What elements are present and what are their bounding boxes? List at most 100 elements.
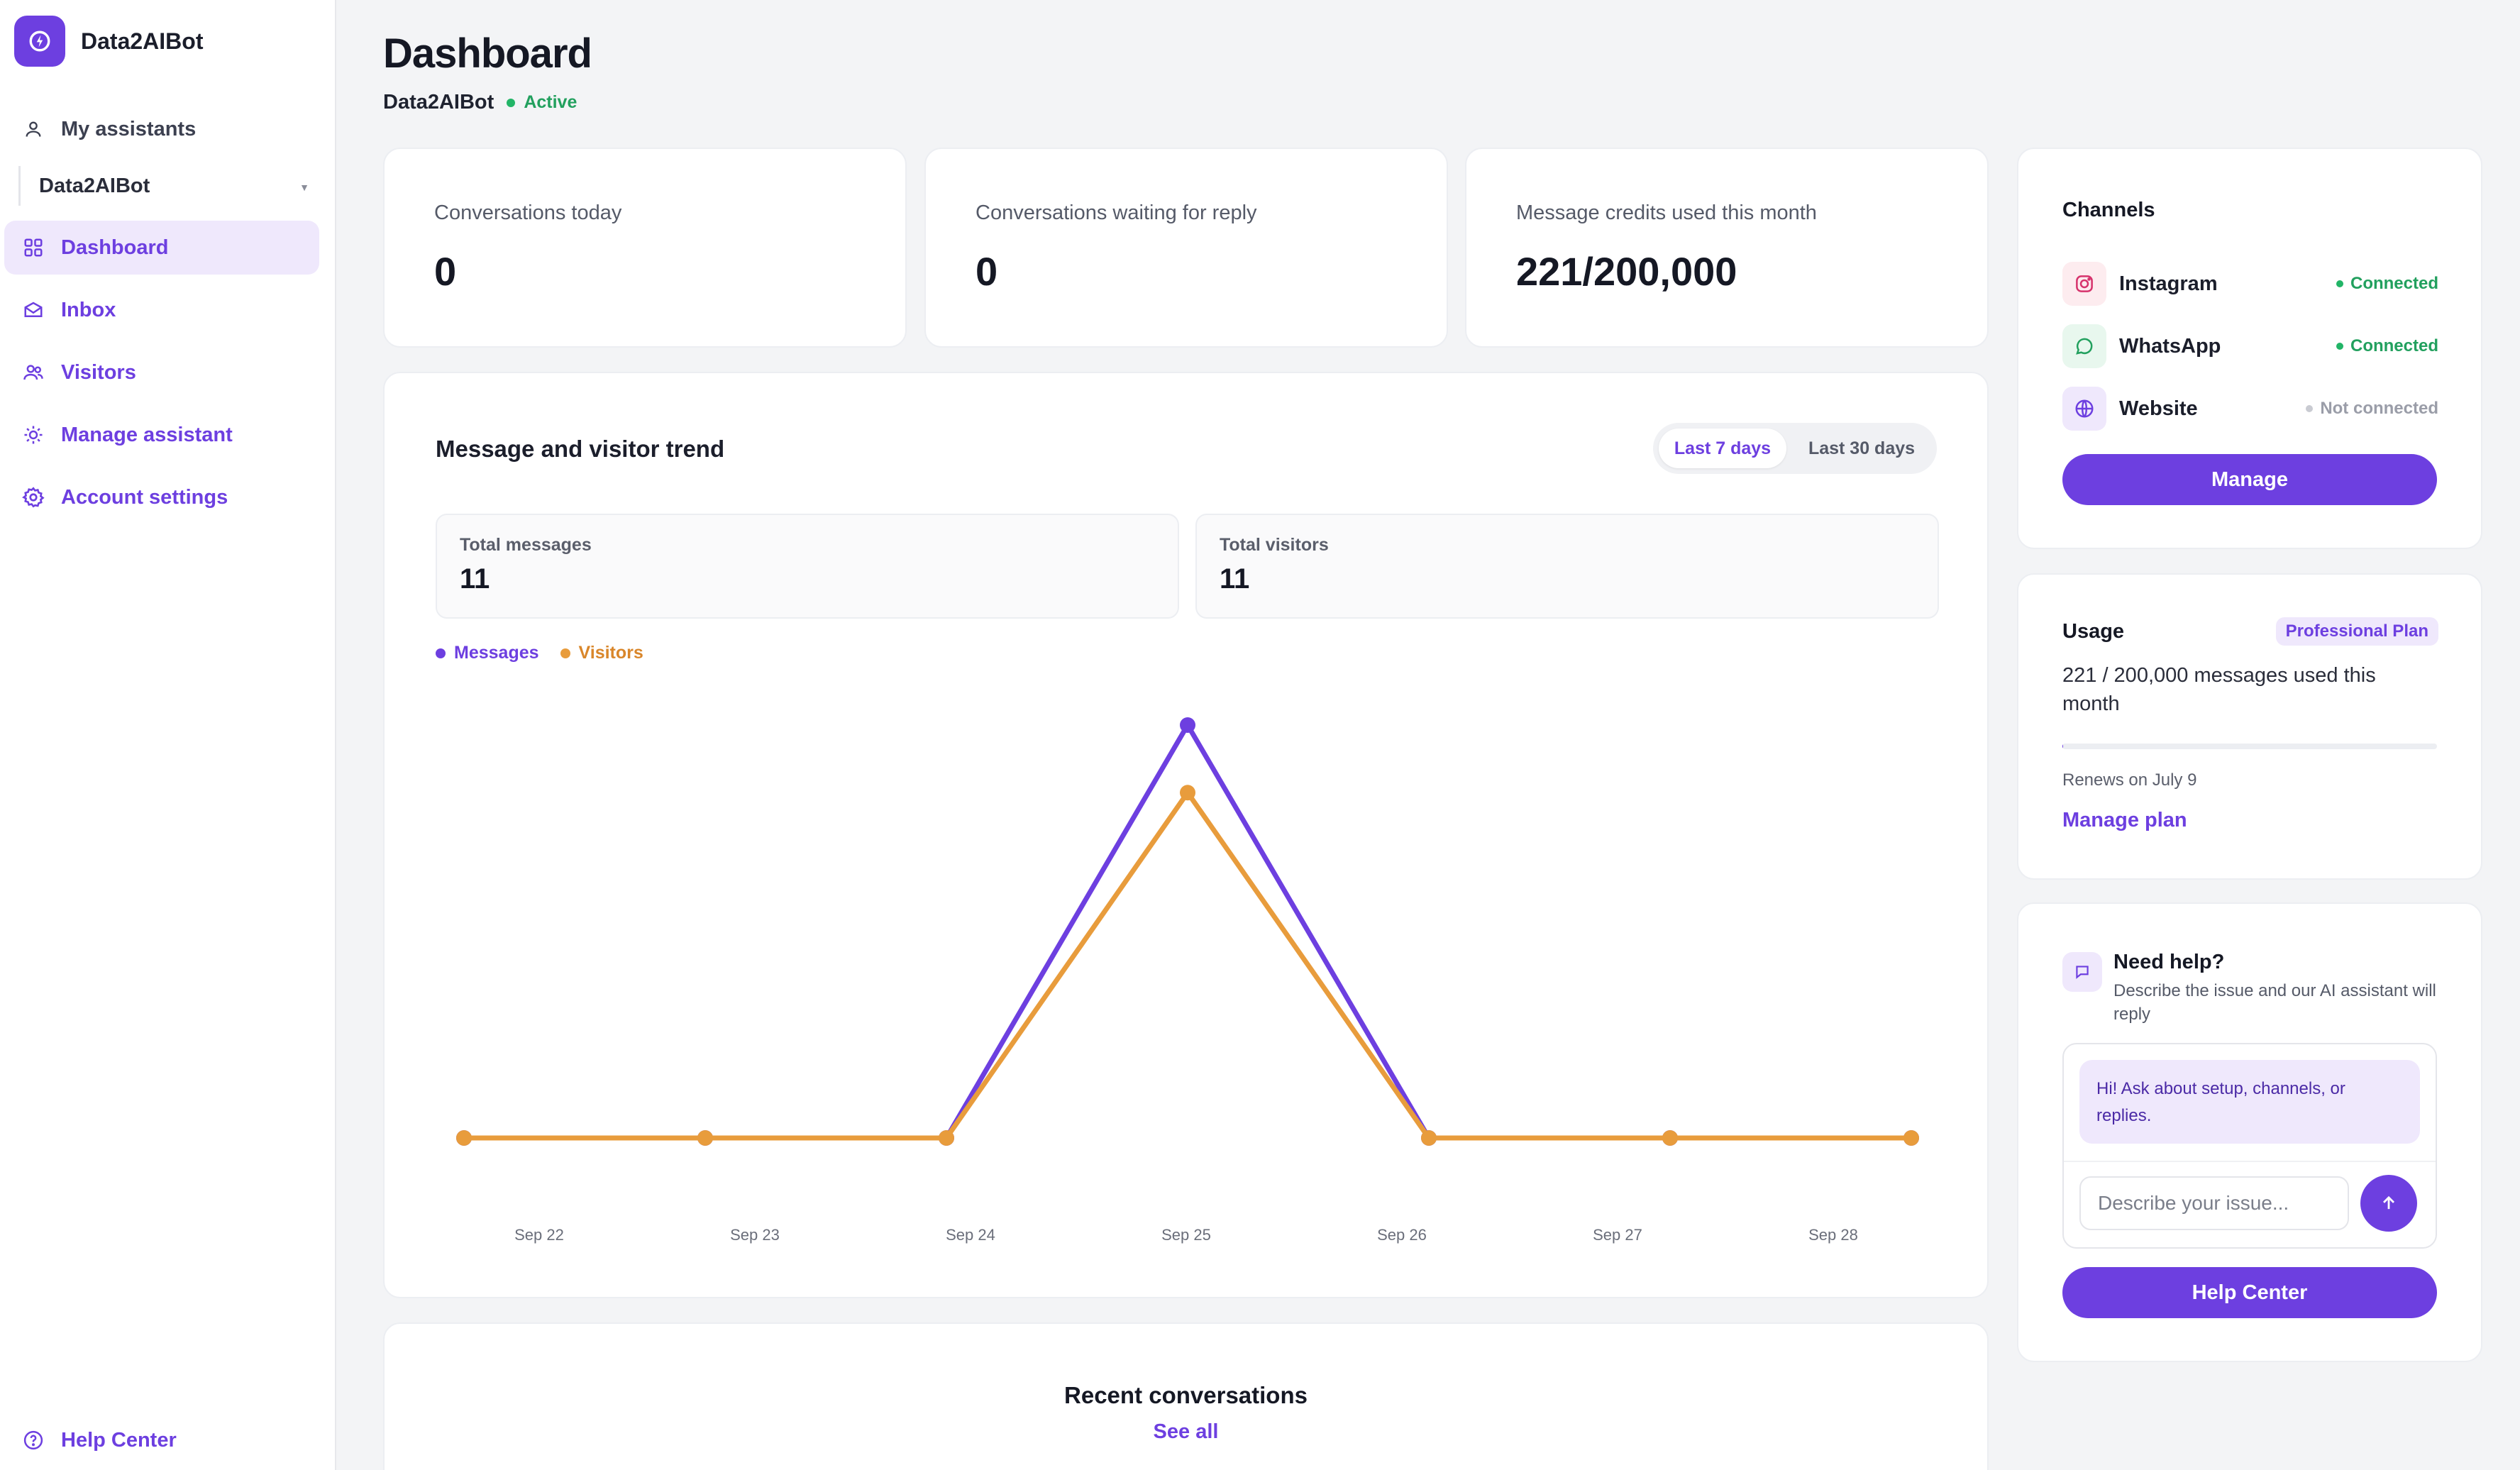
globe-icon [2062,387,2106,431]
sun-icon [21,423,45,447]
usage-text: 221 / 200,000 messages used this month [2062,664,2376,715]
whatsapp-icon [2062,324,2106,368]
usage-progress-bar [2062,744,2437,749]
help-description: Describe the issue and our AI assistant … [2113,981,2436,1024]
stat-value: 0 [434,249,457,294]
x-tick-label: Sep 25 [1161,1226,1211,1244]
assistant-select[interactable]: Data2AIBot ▼ [18,166,319,206]
channels-card: Channels Instagram Connected WhatsApp Co… [2017,148,2482,549]
channels-title: Channels [2062,199,2155,221]
x-tick-label: Sep 27 [1593,1226,1642,1244]
stat-value: 0 [976,249,998,294]
data-point-visitors[interactable] [1662,1130,1678,1146]
legend-item-messages: Messages [436,643,539,663]
stat-label: Message credits used this month [1516,201,1817,224]
data-point-visitors[interactable] [456,1130,472,1146]
gear-icon [21,485,45,509]
inbox-icon [21,298,45,322]
sidebar-item-inbox[interactable]: Inbox [4,283,319,337]
instagram-icon [2062,262,2106,306]
channel-name: Website [2119,397,2198,420]
brand-name: Data2AIBot [81,28,204,54]
total-label: Total visitors [1220,535,1329,555]
grid-icon [21,236,45,260]
total-label: Total messages [460,535,592,555]
recent-title: Recent conversations [1064,1382,1308,1408]
channel-status-text: Connected [2350,274,2438,293]
bolt-logo-icon [14,16,65,67]
sidebar-item-label: Help Center [61,1428,177,1452]
trend-card: Message and visitor trend Last 7 days La… [383,372,1989,1298]
channel-status-text: Connected [2350,336,2438,355]
caret-down-icon: ▼ [299,182,309,193]
channel-status: Connected [2336,336,2438,356]
channel-row-whatsapp[interactable]: WhatsApp Connected [2062,324,2438,369]
stat-value: 221/200,000 [1516,249,1737,294]
manage-plan-link[interactable]: Manage plan [2062,809,2187,831]
data-point-visitors[interactable] [1421,1130,1437,1146]
sidebar-item-account-settings[interactable]: Account settings [4,470,319,524]
data-point-messages[interactable] [1180,717,1195,733]
question-circle-icon [21,1428,45,1452]
sidebar-item-label: Visitors [61,360,136,384]
legend-label: Visitors [578,643,643,663]
status-dot [507,98,516,107]
series-line-visitors [464,790,1911,1141]
user-icon [21,117,45,141]
usage-title: Usage [2062,620,2125,643]
legend-label: Messages [454,643,539,663]
data-point-visitors[interactable] [1180,785,1195,801]
bot-message: Hi! Ask about setup, channels, or replie… [2079,1060,2420,1144]
range-option-7-days[interactable]: Last 7 days [1659,429,1786,468]
manage-channels-button[interactable]: Manage [2062,454,2437,505]
stat-card-message-credits: Message credits used this month 221/200,… [1465,148,1989,348]
sidebar: Data2AIBot My assistants Data2AIBot ▼ Da… [0,0,336,1470]
sidebar-item-manage-assistant[interactable]: Manage assistant [4,408,319,462]
legend-swatch [436,648,446,658]
help-center-button[interactable]: Help Center [2062,1267,2437,1318]
stat-card-waiting-for-reply: Conversations waiting for reply 0 [924,148,1448,348]
plan-badge: Professional Plan [2275,617,2438,646]
sidebar-help-center[interactable]: Help Center [4,1413,319,1467]
recent-conversations-card: Recent conversations See all [383,1322,1989,1470]
channel-name: WhatsApp [2119,334,2221,358]
sidebar-item-label: Account settings [61,485,228,509]
x-tick-label: Sep 22 [514,1226,564,1244]
channel-row-website[interactable]: Website Not connected [2062,386,2438,431]
range-option-30-days[interactable]: Last 30 days [1808,438,1916,458]
sidebar-item-label: Dashboard [61,236,169,259]
arrow-up-icon [2383,1195,2394,1210]
divider [2064,1161,2436,1162]
data-point-visitors[interactable] [697,1130,713,1146]
usage-card: Usage Professional Plan 221 / 200,000 me… [2017,573,2482,880]
data-point-visitors[interactable] [1903,1130,1919,1146]
renew-date: Renews on July 9 [2062,770,2197,790]
sidebar-item-dashboard[interactable]: Dashboard [4,221,319,275]
brand[interactable]: Data2AIBot [14,16,203,67]
page-title: Dashboard [383,31,592,77]
stat-label: Conversations today [434,201,622,224]
see-all-link[interactable]: See all [1153,1420,1219,1443]
stat-card-conversations-today: Conversations today 0 [383,148,907,348]
status-badge: Active [524,92,578,112]
x-tick-label: Sep 23 [730,1226,780,1244]
send-button[interactable] [2360,1175,2417,1232]
data-point-visitors[interactable] [939,1130,954,1146]
bot-status-line: Data2AIBot Active [383,91,577,114]
channel-row-instagram[interactable]: Instagram Connected [2062,261,2438,306]
sidebar-item-label: Inbox [61,298,116,321]
usage-progress-fill [2062,744,2063,749]
help-issue-input[interactable] [2079,1176,2349,1230]
stat-label: Conversations waiting for reply [976,201,1257,224]
sidebar-item-my-assistants[interactable]: My assistants [4,102,319,156]
bot-name: Data2AIBot [383,91,494,114]
total-value: 11 [460,563,490,595]
status-dot [2336,343,2343,350]
status-dot [2306,405,2314,412]
channel-status: Connected [2336,274,2438,294]
sidebar-item-visitors[interactable]: Visitors [4,346,319,399]
trend-title: Message and visitor trend [436,436,725,462]
total-value: 11 [1220,563,1250,595]
x-tick-label: Sep 24 [946,1226,995,1244]
trend-chart: Sep 22 Sep 23 Sep 24 Sep 25 Sep 26 Sep 27 Sep … [456,717,1919,1244]
